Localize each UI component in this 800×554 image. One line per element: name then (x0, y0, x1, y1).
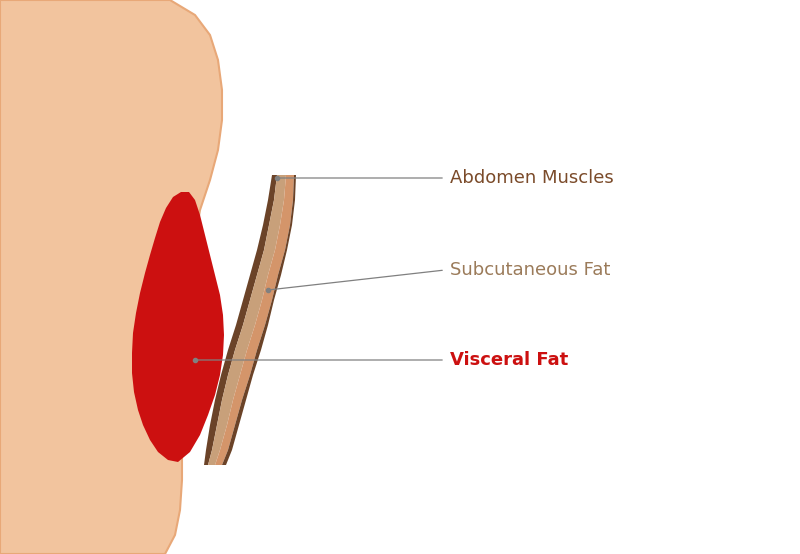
Polygon shape (204, 175, 277, 465)
Text: Abdomen Muscles: Abdomen Muscles (450, 169, 614, 187)
Text: Visceral Fat: Visceral Fat (450, 351, 568, 369)
Polygon shape (215, 175, 294, 465)
Polygon shape (208, 175, 286, 465)
Polygon shape (0, 0, 222, 554)
Text: Subcutaneous Fat: Subcutaneous Fat (450, 261, 610, 279)
Polygon shape (132, 192, 224, 462)
Polygon shape (222, 175, 296, 465)
